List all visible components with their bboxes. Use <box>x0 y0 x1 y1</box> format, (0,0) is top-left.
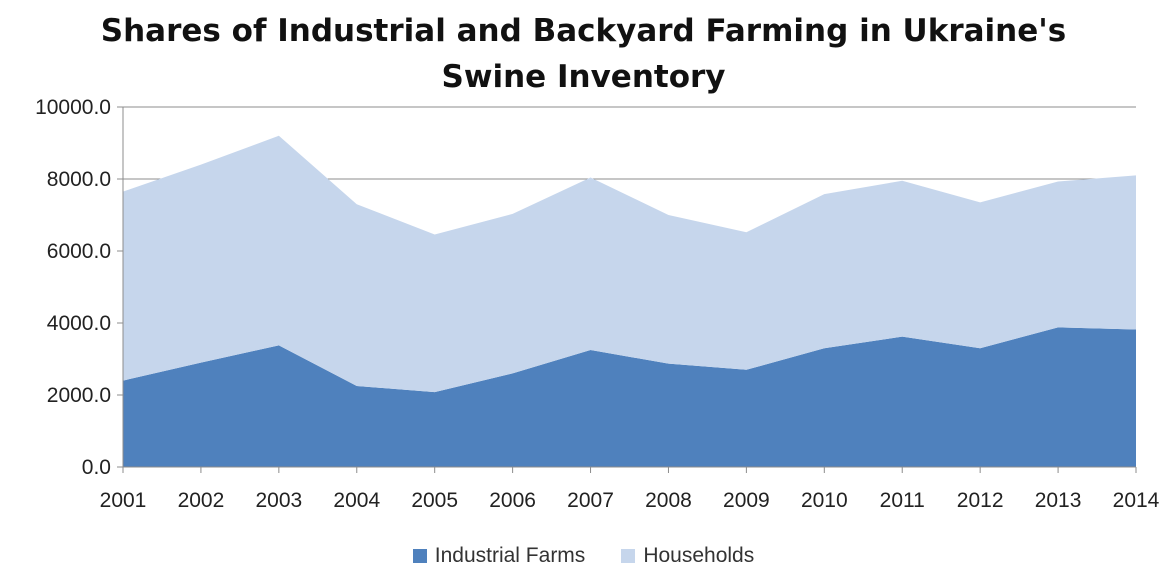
x-tick-label: 2012 <box>957 489 1004 512</box>
x-tick-label: 2011 <box>880 489 925 512</box>
x-tick-label: 2009 <box>723 489 770 512</box>
x-tick-label: 2013 <box>1035 489 1082 512</box>
x-tick-label: 2004 <box>333 489 380 512</box>
y-tick-label: 4000.0 <box>47 312 111 335</box>
x-tick-label: 2006 <box>489 489 536 512</box>
legend-label-households: Households <box>643 544 755 567</box>
legend-item-households: Households <box>621 544 754 568</box>
y-axis-tick-labels: 0.0 2000.0 4000.0 6000.0 8000.0 10000.0 <box>35 96 111 479</box>
legend-swatch-industrial-farms <box>412 549 427 563</box>
legend-label-industrial-farms: Industrial Farms <box>434 544 586 567</box>
legend-item-industrial-farms: Industrial Farms <box>412 544 586 568</box>
area-series <box>123 135 1136 467</box>
x-tick-label: 2008 <box>645 489 692 512</box>
chart-title-line-2: Swine Inventory <box>441 59 726 95</box>
x-tick-label: 2010 <box>801 489 848 512</box>
x-tick-label: 2003 <box>255 489 302 512</box>
x-axis-tick-labels: 2001 2002 2003 2004 2005 2006 2007 2008 2009 2010… <box>100 489 1160 512</box>
x-tick-label: 2005 <box>411 489 458 512</box>
axes <box>117 106 1137 473</box>
x-tick-label: 2014 <box>1113 489 1160 512</box>
area-series-households <box>123 135 1136 393</box>
y-tick-label: 2000.0 <box>47 384 111 407</box>
x-tick-label: 2002 <box>178 489 225 512</box>
legend: Industrial Farms Households <box>0 544 1167 568</box>
area-series-industrial-farms <box>123 327 1136 467</box>
y-tick-label: 6000.0 <box>47 240 111 263</box>
y-tick-label: 8000.0 <box>47 168 111 191</box>
y-tick-label: 10000.0 <box>35 96 111 119</box>
legend-swatch-households <box>621 549 636 563</box>
chart-title: Shares of Industrial and Backyard Farmin… <box>0 8 1167 100</box>
chart-title-line-1: Shares of Industrial and Backyard Farmin… <box>100 13 1067 49</box>
x-tick-label: 2007 <box>567 489 614 512</box>
x-tick-label: 2001 <box>100 489 147 512</box>
y-tick-label: 0.0 <box>82 456 111 479</box>
